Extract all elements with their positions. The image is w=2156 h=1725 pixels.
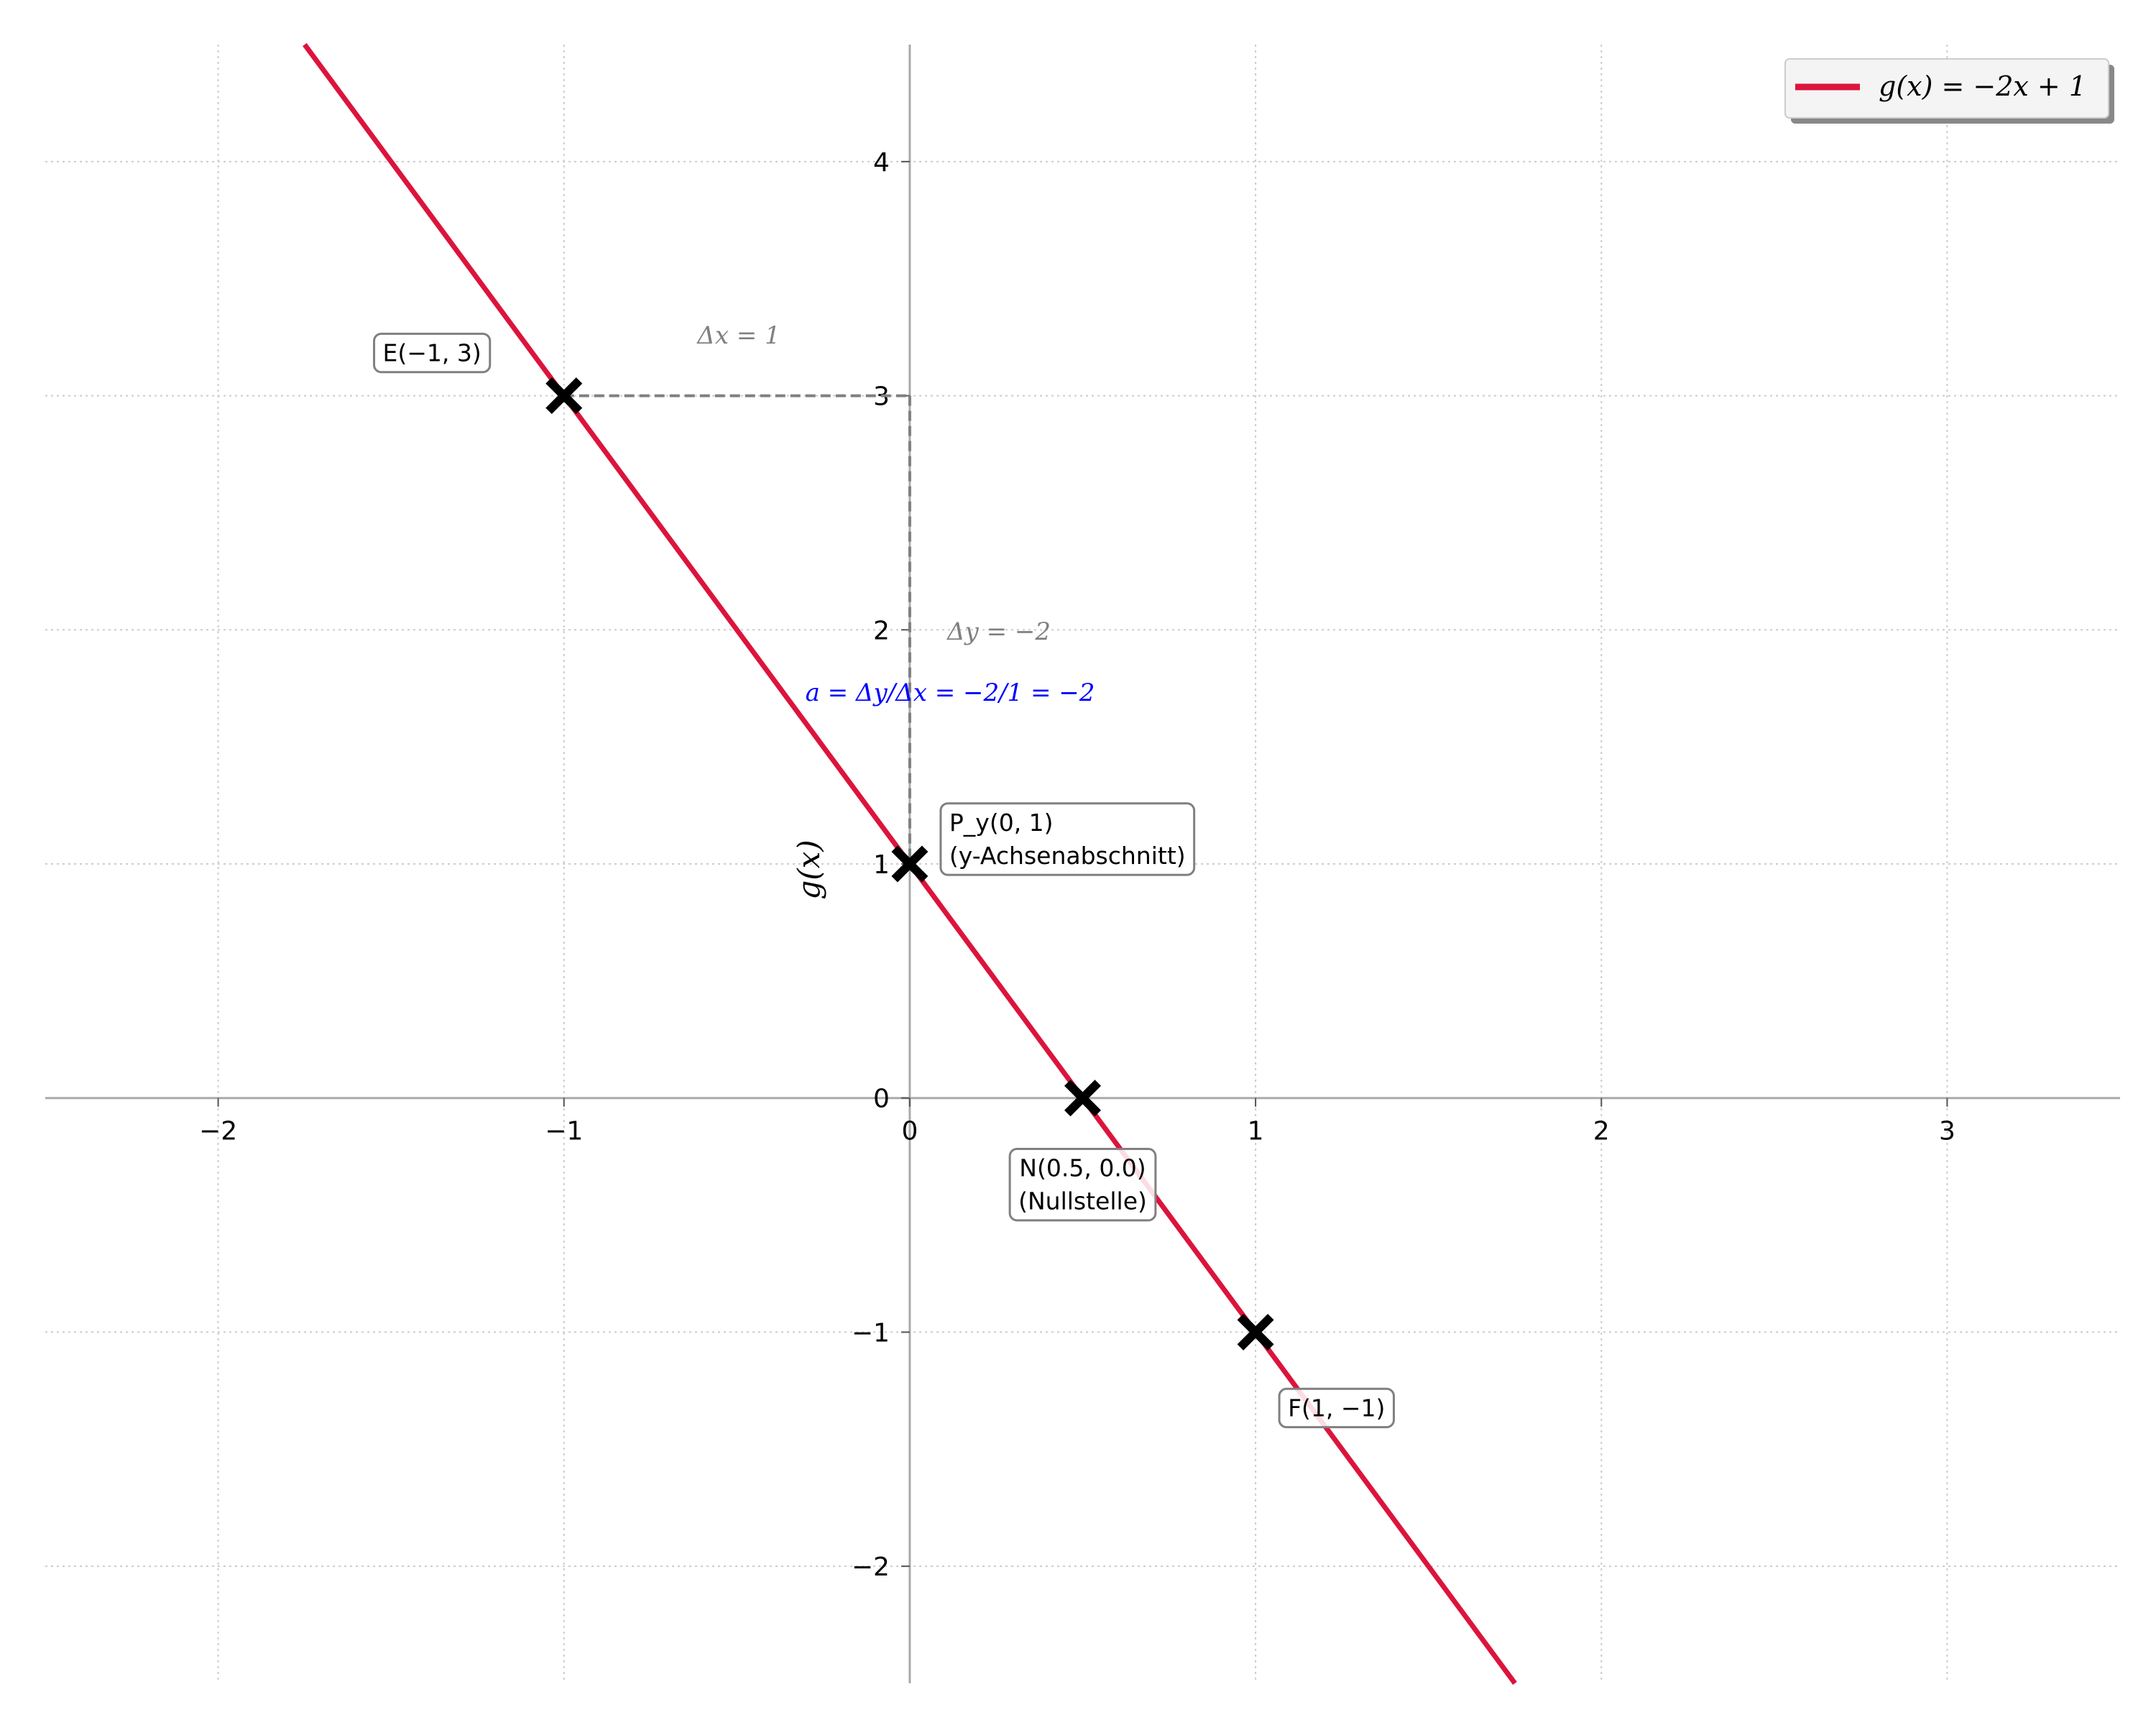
point-marker-Py: [891, 845, 929, 883]
x-tick-label: 0: [901, 1117, 918, 1146]
point-label-text: (y-Achsenabschnitt): [949, 842, 1186, 870]
point-label-text: N(0.5, 0.0): [1019, 1154, 1146, 1182]
y-tick-label: −1: [852, 1318, 890, 1348]
slope-triangle: [563, 394, 911, 864]
x-tick-label: 1: [1248, 1117, 1264, 1146]
point-label-E: E(−1, 3): [373, 332, 492, 374]
point-label-N: N(0.5, 0.0) (Nullstelle): [1008, 1148, 1157, 1222]
legend: g(x) = −2x + 1: [1784, 58, 2114, 124]
point-label-text: E(−1, 3): [383, 339, 482, 367]
x-tick-label: −2: [199, 1117, 237, 1146]
y-tick-label: −2: [852, 1552, 890, 1582]
delta-x-label: Δx = 1: [696, 321, 780, 350]
y-tick-label: 1: [873, 850, 890, 880]
points: [545, 377, 1274, 1351]
point-label-text: (Nullstelle): [1018, 1187, 1147, 1215]
x-tick-label: 3: [1939, 1117, 1955, 1146]
x-tick-label: 2: [1593, 1117, 1610, 1146]
point-label-Py: P_y(0, 1) (y-Achsenabschnitt): [939, 802, 1196, 876]
x-tick-label: −1: [545, 1117, 583, 1146]
point-marker-N: [1064, 1080, 1101, 1117]
delta-y-label: Δy = −2: [946, 617, 1051, 646]
y-tick-label: 0: [873, 1085, 890, 1114]
legend-label: g(x) = −2x + 1: [1879, 70, 2086, 102]
point-marker-E: [545, 377, 583, 415]
y-tick-label: 2: [873, 616, 890, 645]
point-label-F: F(1, −1): [1278, 1387, 1395, 1429]
y-axis-label: g(x): [791, 840, 826, 899]
point-marker-F: [1237, 1313, 1274, 1351]
x-tick-labels: −2 −1 0 1 2 3: [199, 1098, 1955, 1146]
point-labels: E(−1, 3) P_y(0, 1) (y-Achsenabschnitt) N(0.…: [373, 332, 1395, 1429]
point-label-text: F(1, −1): [1288, 1394, 1385, 1422]
y-tick-labels: −2−101234: [852, 148, 910, 1582]
point-label-text: P_y(0, 1): [949, 809, 1054, 837]
slope-formula: a = Δy/Δx = −2/1 = −2: [806, 678, 1095, 707]
y-tick-label: 4: [873, 148, 890, 178]
